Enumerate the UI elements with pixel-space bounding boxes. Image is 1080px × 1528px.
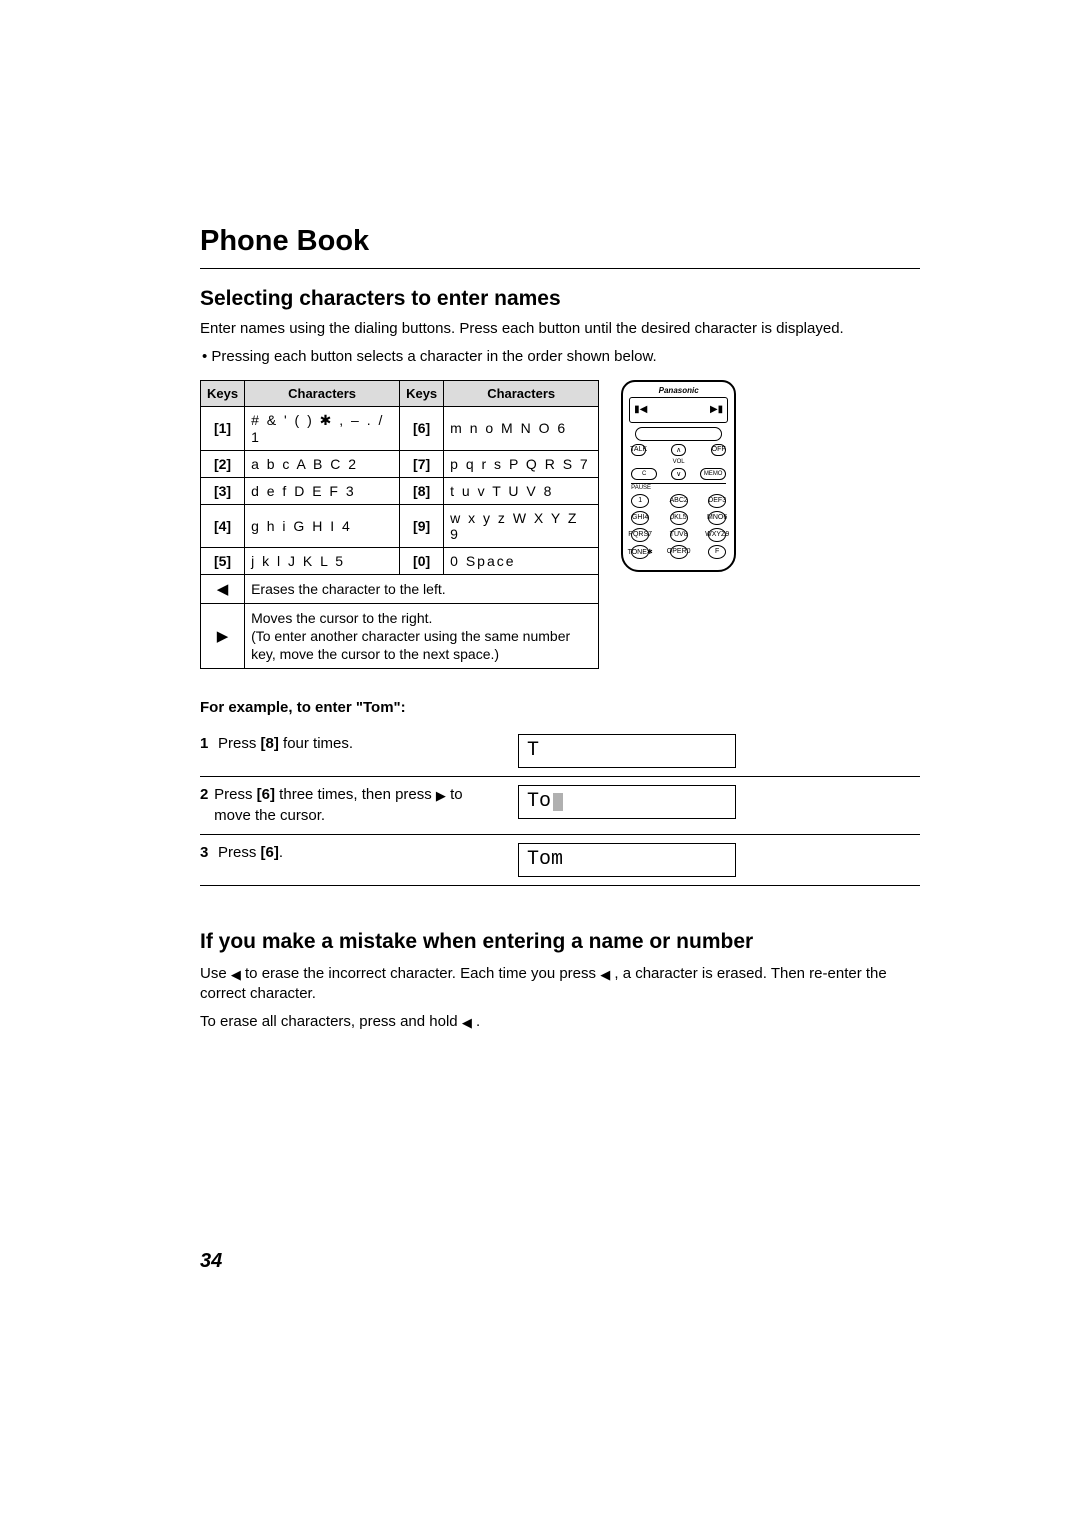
chars-cell: g h i G H I 4 xyxy=(245,504,400,547)
chars-cell: j k l J K L 5 xyxy=(245,547,400,574)
bullet-text: • Pressing each button selects a charact… xyxy=(200,347,920,367)
phone-keypad: 1 ABC2 DEF3 GHI4 JKL5 MNO6 PQRS7 TUV8 WXYZ9 TONE✱… xyxy=(629,494,728,559)
phone-nav-button xyxy=(635,427,722,441)
key-cell: [9] xyxy=(400,504,444,547)
keypad-key: TUV8 xyxy=(670,528,688,542)
page-number: 34 xyxy=(200,1250,222,1273)
example-display: To xyxy=(518,785,736,819)
key-cell: [3] xyxy=(201,477,245,504)
chars-cell: t u v T U V 8 xyxy=(444,477,599,504)
key-cell: [1] xyxy=(201,406,245,450)
keypad-key: OPER0 xyxy=(670,545,688,559)
chars-cell: w x y z W X Y Z 9 xyxy=(444,504,599,547)
example-step-text: 2Press [6] three times, then press ▶ to … xyxy=(200,785,500,826)
phone-brand: Panasonic xyxy=(629,386,728,395)
right-arrow-icon: ▶ xyxy=(201,603,245,669)
intro-text: Enter names using the dialing buttons. P… xyxy=(200,319,920,339)
left-triangle-icon: ◀ xyxy=(600,966,610,984)
screen-left-arrow-icon: ▮◀ xyxy=(634,404,647,415)
th-chars-2: Characters xyxy=(444,380,599,406)
keypad-key: ABC2 xyxy=(670,494,688,508)
pause-label: PAUSE xyxy=(631,483,726,491)
keypad-key: TONE✱ xyxy=(631,545,649,559)
key-cell: [2] xyxy=(201,450,245,477)
c-button: C xyxy=(631,468,657,480)
left-triangle-icon: ◀ xyxy=(231,966,241,984)
mistake-p2: To erase all characters, press and hold … xyxy=(200,1012,920,1032)
talk-button: TALK xyxy=(631,444,646,456)
keypad-key: F xyxy=(708,545,726,559)
example-step-text: 3Press [6]. xyxy=(200,843,500,863)
off-button: OFF xyxy=(711,444,726,456)
chars-cell: # & ' ( ) ✱ , – . / 1 xyxy=(245,406,400,450)
key-cell: [4] xyxy=(201,504,245,547)
page-title: Phone Book xyxy=(200,225,920,258)
chars-cell: d e f D E F 3 xyxy=(245,477,400,504)
character-table: Keys Characters Keys Characters [1]# & '… xyxy=(200,380,599,670)
key-cell: [6] xyxy=(400,406,444,450)
vol-label: VOL xyxy=(673,459,685,465)
left-arrow-desc: Erases the character to the left. xyxy=(245,574,599,603)
chars-cell: m n o M N O 6 xyxy=(444,406,599,450)
vol-down-button: ∨ xyxy=(671,468,686,480)
keypad-key: MNO6 xyxy=(708,511,726,525)
keypad-key: GHI4 xyxy=(631,511,649,525)
chars-cell: p q r s P Q R S 7 xyxy=(444,450,599,477)
memo-button: MEMO xyxy=(700,468,726,480)
right-triangle-icon: ▶ xyxy=(436,787,446,805)
keypad-key: DEF3 xyxy=(708,494,726,508)
mistake-p1: Use ◀ to erase the incorrect character. … xyxy=(200,964,920,1005)
key-cell: [8] xyxy=(400,477,444,504)
section-heading-1: Selecting characters to enter names xyxy=(200,287,920,311)
left-arrow-icon: ◀ xyxy=(201,574,245,603)
example-heading: For example, to enter "Tom": xyxy=(200,699,920,716)
cursor-icon xyxy=(553,793,563,811)
phone-screen: ▮◀ ▶▮ xyxy=(629,397,728,423)
key-cell: [0] xyxy=(400,547,444,574)
keypad-key: 1 xyxy=(631,494,649,508)
phone-illustration: Panasonic ▮◀ ▶▮ TALK ∧ OFF VOL C ∨ MEMO … xyxy=(621,380,736,572)
th-chars-1: Characters xyxy=(245,380,400,406)
left-triangle-icon: ◀ xyxy=(462,1014,472,1032)
keypad-key: PQRS7 xyxy=(631,528,649,542)
example-display: Tom xyxy=(518,843,736,877)
th-keys-2: Keys xyxy=(400,380,444,406)
right-arrow-desc: Moves the cursor to the right.(To enter … xyxy=(245,603,599,669)
keypad-key: JKL5 xyxy=(670,511,688,525)
example-display: T xyxy=(518,734,736,768)
example-step-text: 1Press [8] four times. xyxy=(200,734,500,754)
title-underline xyxy=(200,268,920,269)
keypad-key: WXYZ9 xyxy=(708,528,726,542)
key-cell: [7] xyxy=(400,450,444,477)
chars-cell: 0 Space xyxy=(444,547,599,574)
example-steps: 1Press [8] four times. T 2Press [6] three … xyxy=(200,726,920,886)
screen-right-arrow-icon: ▶▮ xyxy=(710,404,723,415)
th-keys-1: Keys xyxy=(201,380,245,406)
chars-cell: a b c A B C 2 xyxy=(245,450,400,477)
section-heading-2: If you make a mistake when entering a na… xyxy=(200,930,920,954)
vol-up-button: ∧ xyxy=(671,444,686,456)
key-cell: [5] xyxy=(201,547,245,574)
